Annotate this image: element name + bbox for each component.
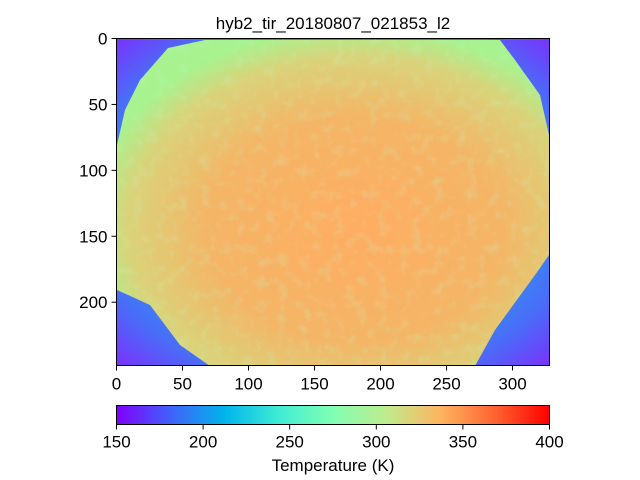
x-axis: 0 50 100 150 200 250 300 [112, 365, 527, 394]
colorbar-tick-label: 400 [535, 433, 563, 452]
x-tick-label: 250 [432, 375, 460, 394]
plot-frame [116, 38, 550, 366]
x-tick-label: 0 [112, 375, 121, 394]
colorbar-gradient [116, 405, 550, 425]
y-tick-label: 100 [79, 161, 107, 180]
y-tick-label: 200 [79, 293, 107, 312]
y-tick-label: 0 [98, 30, 107, 49]
colorbar-tick-label: 350 [449, 433, 477, 452]
y-tick-label: 150 [79, 227, 107, 246]
colorbar-tick-label: 250 [276, 433, 304, 452]
y-axis: 0 50 100 150 200 [79, 30, 117, 312]
colorbar-tick-label: 150 [102, 433, 130, 452]
x-tick-label: 200 [366, 375, 394, 394]
colorbar-tick-label: 200 [189, 433, 217, 452]
x-tick-label: 100 [234, 375, 262, 394]
colorbar-ticks: 150 200 250 300 350 400 [102, 424, 564, 452]
x-tick-label: 50 [173, 375, 192, 394]
x-tick-label: 150 [300, 375, 328, 394]
heatmap-image [116, 38, 550, 366]
colorbar: 150 200 250 300 350 400 Temperature (K) [102, 405, 564, 475]
x-tick-label: 300 [498, 375, 526, 394]
y-tick-label: 50 [89, 95, 108, 114]
colorbar-label: Temperature (K) [272, 456, 395, 475]
chart-title: hyb2_tir_20180807_021853_l2 [216, 14, 450, 33]
colorbar-tick-label: 300 [362, 433, 390, 452]
